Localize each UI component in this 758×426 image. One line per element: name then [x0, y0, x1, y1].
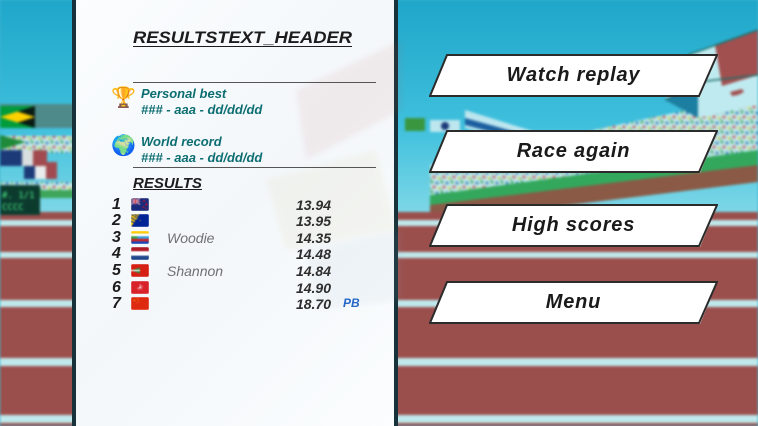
- svg-text:CCCC: CCCC: [2, 203, 24, 213]
- svg-text:#. 1/1: #. 1/1: [2, 191, 35, 201]
